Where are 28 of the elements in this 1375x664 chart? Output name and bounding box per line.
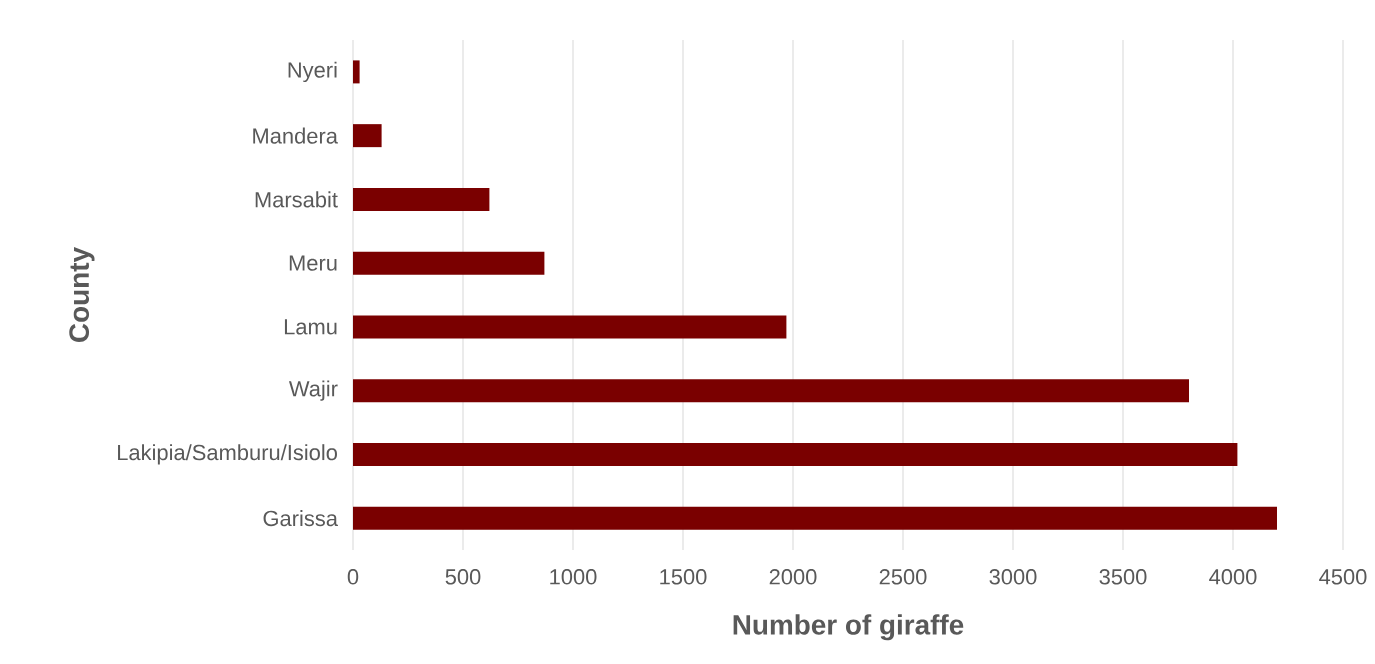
y-tick-label: Wajir <box>288 380 338 401</box>
y-axis-title: County <box>69 247 95 342</box>
x-tick-label: 2000 <box>769 569 817 585</box>
x-tick-label: 1000 <box>550 569 597 585</box>
x-tick-label: 1500 <box>660 569 707 585</box>
x-axis-title: Number of giraffe <box>733 614 964 641</box>
bar <box>353 379 1189 403</box>
x-tick-label: 3000 <box>989 569 1037 585</box>
bar <box>353 442 1238 466</box>
x-tick-label: 0 <box>347 569 359 585</box>
y-tick-label: Lakipia/Samburu/Isiolo <box>118 444 337 465</box>
x-tick-label: 4000 <box>1209 569 1257 585</box>
bar <box>353 124 382 148</box>
y-tick-label: Lamu <box>284 319 337 335</box>
bar <box>353 251 545 275</box>
bar <box>353 315 787 339</box>
bar <box>353 187 490 211</box>
bar <box>353 60 360 84</box>
x-tick-label: 500 <box>445 569 481 585</box>
x-tick-label: 3500 <box>1099 569 1147 585</box>
x-tick-label: 2500 <box>879 569 927 585</box>
bar <box>353 506 1277 530</box>
y-tick-label: Meru <box>289 255 337 271</box>
y-tick-label: Garissa <box>263 510 338 527</box>
x-tick-label: 4500 <box>1319 569 1367 585</box>
y-tick-label: Mandera <box>253 127 338 144</box>
y-tick-label: Marsabit <box>255 191 338 208</box>
y-tick-label: Nyeri <box>288 61 337 83</box>
